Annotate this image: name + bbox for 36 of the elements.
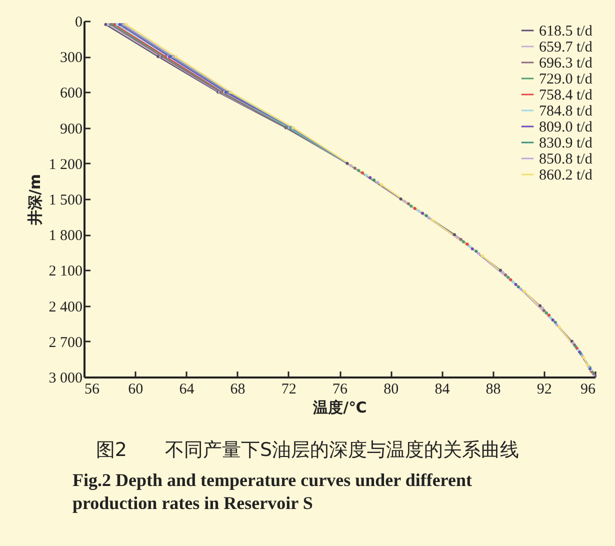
legend-label: 860.2 t/d	[539, 168, 593, 184]
y-tick-label: 600	[60, 86, 82, 102]
y-tick-label: 0	[75, 14, 82, 30]
x-tick-label: 88	[486, 382, 501, 398]
x-tick-label: 72	[281, 382, 296, 398]
legend-label: 618.5 t/d	[539, 24, 593, 40]
legend-label: 784.8 t/d	[539, 104, 593, 120]
legend-label: 696.3 t/d	[539, 56, 593, 72]
legend-label: 830.9 t/d	[539, 136, 593, 152]
x-tick-label: 76	[332, 382, 348, 398]
legend-label: 758.4 t/d	[539, 88, 593, 104]
y-tick-label: 1 500	[48, 192, 82, 208]
y-tick-label: 2 100	[48, 264, 82, 280]
x-tick-label: 60	[128, 382, 144, 398]
legend-label: 659.7 t/d	[539, 40, 593, 56]
x-tick-label: 96	[580, 382, 596, 398]
y-tick-label: 2 700	[48, 334, 82, 351]
y-tick-label: 900	[60, 121, 82, 138]
x-tick-label: 68	[230, 382, 246, 398]
text: 图2 不同产量下S油层的深度与温度的关系曲线	[94, 438, 520, 463]
y-axis-title: 井深/m	[26, 174, 44, 226]
legend-label: 809.0 t/d	[539, 120, 593, 136]
legend-label: 729.0 t/d	[539, 72, 593, 88]
x-tick-label: 56	[84, 382, 100, 398]
y-tick-label: 1 800	[48, 228, 82, 244]
x-tick-label: 80	[384, 382, 399, 398]
x-tick-label: 92	[536, 382, 552, 398]
x-tick-label: 84	[434, 382, 450, 398]
text: Fig.2 Depth and temperature curves under different production rates in Reservoir S	[72, 469, 473, 516]
y-tick-label: 3 000	[48, 370, 82, 386]
legend-label: 850.8 t/d	[539, 152, 593, 168]
y-tick-label: 2 400	[48, 299, 82, 316]
x-tick-label: 64	[179, 382, 195, 398]
x-axis-title: 温度/℃	[312, 398, 367, 416]
y-tick-label: 1 200	[48, 156, 82, 173]
y-tick-label: 300	[60, 50, 82, 66]
